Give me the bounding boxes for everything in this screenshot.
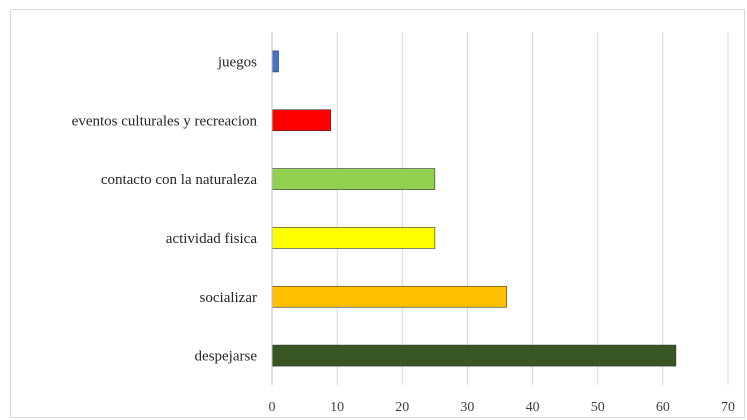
x-tick-label-40: 40 [526,400,540,415]
bar-actividad-fisica [271,227,436,249]
x-tick-label-50: 50 [591,400,605,415]
x-tick-label-60: 60 [656,400,670,415]
category-label-actividad-fisica: actividad fisica [166,231,258,247]
bars [271,50,677,367]
gridlines [336,32,729,385]
bar-juegos [271,50,279,73]
bar-socializar [271,285,507,308]
x-tick-label-70: 70 [721,400,735,415]
x-tick-label-30: 30 [460,400,474,415]
category-label-despejarse: despejarse [195,349,258,365]
category-label-eventos-culturales-y-recreacion: eventos culturales y recreacion [72,113,258,129]
x-tick-labels: 0 10 20 30 40 50 60 70 [269,400,736,415]
bar-eventos-culturales-y-recreacion [271,109,331,132]
category-labels: juegos eventos culturales y recreacion con… [72,54,258,364]
category-label-socializar: socializar [200,290,257,306]
bar-despejarse [271,344,677,367]
category-label-contacto-con-la-naturaleza: contacto con la naturaleza [101,172,258,188]
category-label-juegos: juegos [217,54,257,70]
bar-contacto-con-la-naturaleza [271,168,436,190]
x-tick-label-10: 10 [330,400,344,415]
x-tick-label-0: 0 [269,400,276,415]
x-tick-label-20: 20 [395,400,409,415]
